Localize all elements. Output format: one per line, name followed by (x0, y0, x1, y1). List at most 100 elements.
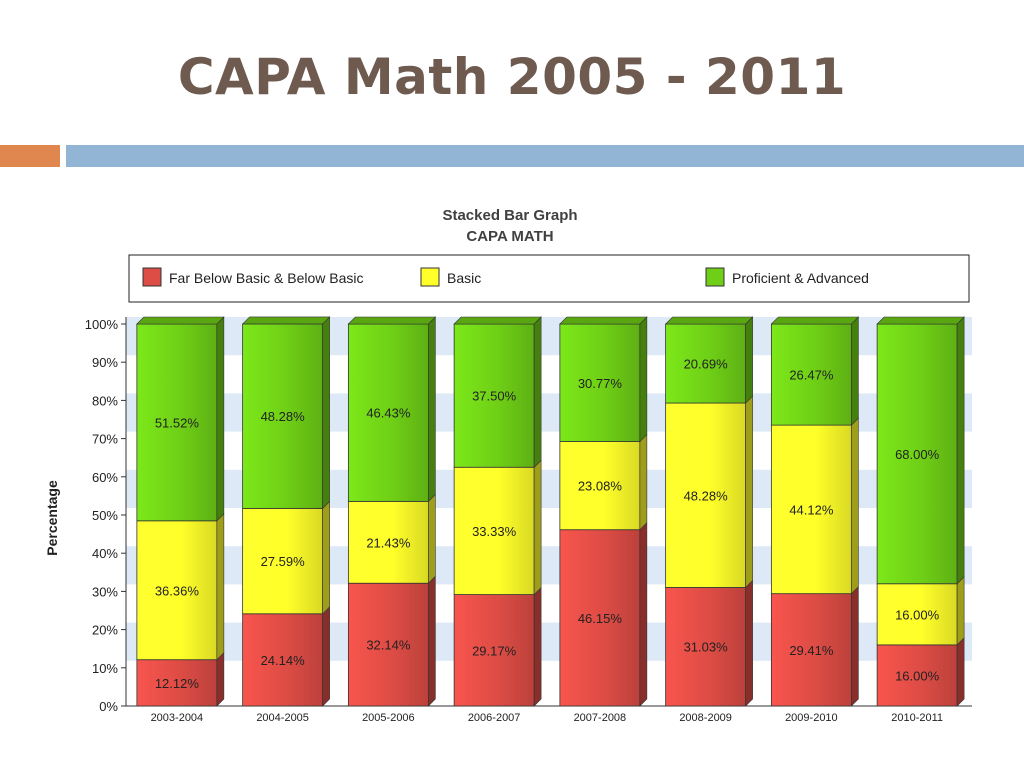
bar-top (136, 316, 225, 325)
legend-swatch (142, 267, 162, 287)
data-label: 29.17% (472, 643, 517, 658)
bar-segment (559, 323, 641, 442)
legend-box (128, 254, 970, 303)
data-label: 51.52% (155, 415, 200, 430)
bar-side (428, 316, 436, 503)
bar-top (453, 316, 542, 325)
legend-swatch (420, 267, 440, 287)
bar-segment (665, 323, 747, 404)
bar-segment (665, 587, 747, 707)
legend-label: Basic (447, 270, 481, 286)
y-tick-label: 40% (92, 546, 118, 561)
bar-segment (242, 323, 324, 509)
y-axis-label: Percentage (44, 480, 60, 556)
bar-side (956, 576, 965, 646)
y-tick-label: 50% (92, 508, 118, 523)
data-label: 29.41% (789, 643, 834, 658)
bar-segment (770, 323, 852, 426)
bar-side (639, 316, 648, 443)
data-label: 33.33% (472, 524, 517, 539)
x-tick-label: 2009-2010 (785, 712, 838, 724)
data-label: 16.00% (895, 607, 940, 622)
bar-segment (347, 323, 429, 502)
data-label: 24.14% (261, 653, 306, 668)
data-label: 12.12% (155, 676, 200, 691)
data-label: 31.03% (684, 640, 729, 655)
bar-side (639, 521, 648, 707)
bar-segment (665, 402, 747, 588)
data-label: 32.14% (366, 638, 411, 653)
y-tick-label: 70% (92, 432, 118, 447)
bar-segment (453, 594, 535, 707)
data-label: 37.50% (472, 389, 517, 404)
bar-side (851, 417, 859, 595)
slide-title: CAPA Math 2005 - 2011 (177, 48, 847, 106)
accent-bar-orange (0, 145, 60, 167)
bar-segment (242, 613, 324, 707)
bar-side (745, 316, 753, 404)
bar-top (347, 316, 437, 325)
legend: Far Below Basic & Below Basic Basic Profic… (142, 267, 869, 287)
bar-side (956, 637, 965, 707)
data-label: 30.77% (578, 376, 623, 391)
data-label: 21.43% (366, 535, 411, 550)
chart-title: Stacked Bar Graph (442, 207, 577, 224)
bar-top (770, 316, 860, 325)
bar-segment (453, 466, 535, 595)
bar-segment (876, 323, 958, 585)
data-label: 48.28% (684, 488, 729, 503)
bar-top (664, 316, 754, 325)
legend-swatch (705, 267, 725, 287)
y-tick-label: 10% (92, 661, 118, 676)
y-tick-label: 60% (92, 470, 118, 485)
data-label: 44.12% (789, 502, 834, 517)
bar-side (216, 316, 225, 522)
bar-top (559, 316, 648, 325)
y-tick-label: 90% (92, 355, 118, 370)
bar-side (745, 395, 753, 589)
data-label: 46.15% (578, 611, 623, 626)
bar-side (956, 316, 965, 585)
bar-segment (242, 507, 324, 615)
bar-segment (136, 520, 218, 661)
y-tick-label: 80% (92, 393, 118, 408)
bar-segment (347, 582, 429, 707)
bar-top (876, 316, 965, 325)
bar-side (851, 316, 859, 426)
bar-side (216, 651, 225, 707)
x-tick-label: 2006-2007 (468, 712, 521, 724)
x-tick-label: 2005-2006 (362, 712, 415, 724)
x-tick-label: 2010-2011 (891, 712, 943, 724)
bar-segment (876, 583, 958, 646)
bar-side (533, 586, 542, 707)
chart-subtitle: CAPA MATH (466, 228, 553, 245)
data-label: 46.43% (366, 406, 411, 421)
bar-side (851, 585, 859, 707)
bar-side (745, 579, 753, 707)
bar-side (533, 459, 542, 596)
data-label: 16.00% (895, 668, 940, 683)
y-tick-label: 100% (85, 317, 119, 332)
bar-segment (559, 529, 641, 707)
bar-segment (559, 441, 641, 531)
bar-side (322, 316, 330, 510)
data-label: 36.36% (155, 583, 200, 598)
bar-top (241, 316, 331, 325)
y-tick-label: 30% (92, 584, 118, 599)
data-label: 26.47% (789, 368, 834, 383)
legend-label: Proficient & Advanced (732, 270, 869, 286)
bar-side (533, 316, 542, 468)
bar-side (322, 606, 330, 707)
y-tick-label: 0% (99, 699, 118, 714)
x-tick-label: 2004-2005 (256, 712, 309, 724)
data-label: 27.59% (261, 554, 306, 569)
legend-label: Far Below Basic & Below Basic (169, 270, 364, 286)
x-tick-label: 2007-2008 (574, 712, 627, 724)
bar-side (639, 433, 648, 531)
plot-area: 0% 10% 20% 30% 40% 50% 60% 70% 80% 90% 100% 12.12% 3… (85, 316, 972, 724)
bar-segment (770, 593, 852, 707)
bar-segment (347, 500, 429, 584)
data-label: 23.08% (578, 479, 623, 494)
bar-side (428, 575, 436, 707)
